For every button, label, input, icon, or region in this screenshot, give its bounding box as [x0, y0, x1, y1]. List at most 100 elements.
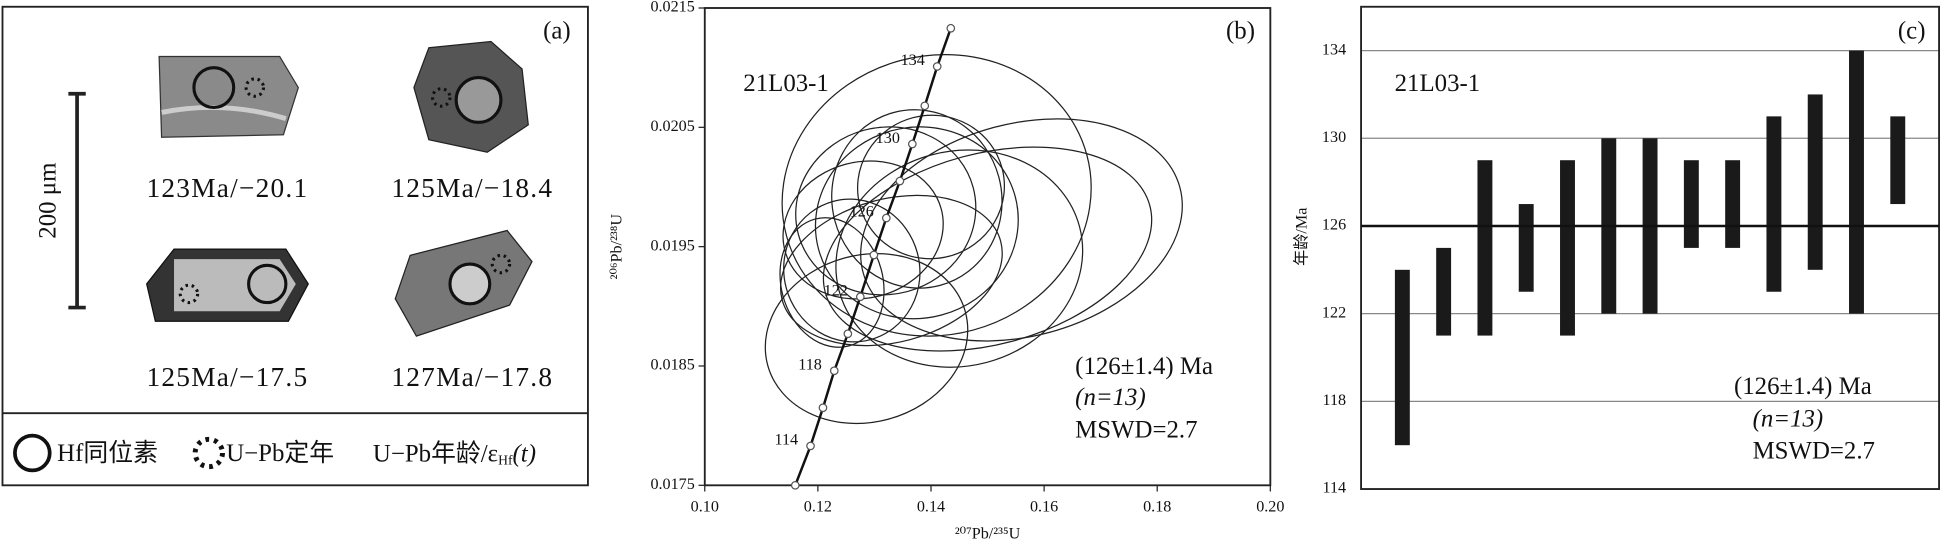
x-axis-label: ²⁰⁷Pb/²³⁵U	[955, 526, 1021, 543]
y-tick-label: 118	[1323, 392, 1347, 409]
error-ellipse	[783, 198, 921, 343]
upb-spot	[178, 283, 200, 305]
age-marker	[790, 480, 800, 490]
result: (126±1.4) Ma	[1734, 373, 1872, 400]
legend-age-sub: Hf	[498, 453, 513, 468]
result: (126±1.4) Ma	[1075, 353, 1213, 380]
mswd: MSWD=2.7	[1753, 438, 1875, 465]
x-tick-label: 0.10	[691, 498, 719, 515]
grain-caption: 125Ma/−18.4	[391, 173, 553, 203]
age-marker	[855, 292, 865, 302]
age-marker	[818, 403, 828, 413]
grain-zoning	[161, 104, 287, 122]
hf-spot	[247, 263, 288, 305]
age-bar	[1890, 116, 1906, 205]
error-ellipse	[860, 118, 1183, 342]
age-label: 122	[824, 283, 848, 300]
legend-hf-icon	[13, 433, 52, 473]
age-label: 118	[798, 356, 822, 373]
grain-caption: 127Ma/−17.8	[391, 362, 553, 392]
upb-spot	[244, 77, 266, 98]
plot-frame	[1360, 5, 1940, 490]
mswd: MSWD=2.7	[1075, 417, 1197, 444]
age-marker	[869, 250, 879, 260]
x-tick-label: 0.12	[804, 498, 832, 515]
grain-caption: 125Ma/−17.5	[146, 362, 308, 392]
legend-upb-icon	[192, 436, 225, 470]
legend-hf: Hf同位素	[57, 439, 158, 467]
error-ellipse	[814, 126, 1019, 320]
y-tick-label: 126	[1322, 217, 1346, 234]
y-tick-label: 0.0205	[650, 118, 694, 135]
age-marker	[881, 213, 891, 223]
age-bar	[1560, 160, 1575, 336]
error-ellipse	[764, 252, 969, 425]
age-bar	[1807, 94, 1823, 270]
age-bar	[1683, 160, 1699, 248]
age-label: 114	[774, 432, 798, 449]
x-tick-label: 0.20	[1256, 498, 1284, 515]
grain-core	[174, 259, 296, 312]
hf-spot	[448, 262, 492, 306]
x-tick-label: 0.14	[917, 498, 945, 515]
y-tick-label: 114	[1323, 480, 1347, 497]
panel-label: (a)	[543, 18, 571, 45]
age-label: 130	[876, 130, 900, 147]
y-tick-label: 0.0185	[650, 357, 694, 374]
age-marker	[843, 329, 853, 339]
n-text: (n=13)	[1753, 405, 1824, 432]
n-text: (n=13)	[1075, 384, 1146, 411]
age-bar	[1849, 50, 1864, 314]
error-ellipse	[782, 160, 944, 300]
hf-spot	[454, 76, 503, 124]
age-marker	[946, 23, 956, 33]
sample-label: 21L03-1	[1395, 70, 1481, 97]
error-ellipse	[856, 114, 1006, 260]
legend-age-text: U−Pb年龄/ε	[373, 439, 498, 467]
sample-label: 21L03-1	[743, 70, 829, 97]
error-ellipse	[781, 53, 1092, 337]
grain	[158, 55, 299, 138]
age-marker	[806, 441, 815, 451]
scale-label: 200 μm	[34, 163, 61, 239]
age-marker	[829, 366, 839, 376]
y-tick-label: 134	[1322, 41, 1346, 58]
x-tick-label: 0.18	[1143, 498, 1171, 515]
y-tick-label: 0.0175	[650, 476, 694, 493]
legend-age: U−Pb年龄/εHf(t)	[373, 439, 536, 468]
error-ellipse	[822, 146, 1153, 352]
age-marker	[907, 139, 917, 149]
age-marker	[920, 101, 930, 111]
age-bar	[1766, 116, 1782, 292]
legend-age-tail: (t)	[513, 440, 536, 467]
panel-a: (a) 200 μm 123Ma/−20.1 125Ma/−18.4 125Ma…	[1, 5, 589, 487]
upb-spot	[431, 87, 452, 108]
error-ellipse	[835, 149, 1084, 368]
panel-label: (b)	[1226, 18, 1255, 45]
age-marker	[895, 176, 905, 186]
age-bar	[1477, 160, 1493, 336]
legend-upb: U−Pb定年	[226, 439, 334, 467]
age-label: 134	[901, 52, 925, 69]
y-tick-label: 0.0195	[650, 237, 694, 254]
error-ellipse	[795, 126, 977, 296]
age-bar	[1725, 160, 1741, 248]
hf-spot	[192, 66, 236, 109]
grain-caption: 123Ma/−20.1	[146, 173, 308, 203]
error-ellipse	[779, 217, 885, 348]
error-ellipse	[779, 194, 1003, 347]
x-tick-label: 0.16	[1030, 498, 1058, 515]
y-axis-label: 年龄/Ma	[1292, 208, 1310, 266]
age-bar	[1518, 204, 1534, 292]
y-axis-label: ²⁰⁶Pb/²³⁸U	[608, 214, 625, 280]
y-tick-label: 0.0215	[650, 0, 694, 16]
error-ellipse	[831, 109, 1003, 289]
upb-spot	[490, 253, 512, 275]
y-tick-label: 130	[1322, 129, 1346, 146]
panel-label: (c)	[1898, 18, 1926, 45]
age-label: 126	[850, 204, 874, 221]
age-bar	[1394, 269, 1410, 446]
age-marker	[932, 62, 942, 71]
y-tick-label: 122	[1322, 304, 1346, 321]
